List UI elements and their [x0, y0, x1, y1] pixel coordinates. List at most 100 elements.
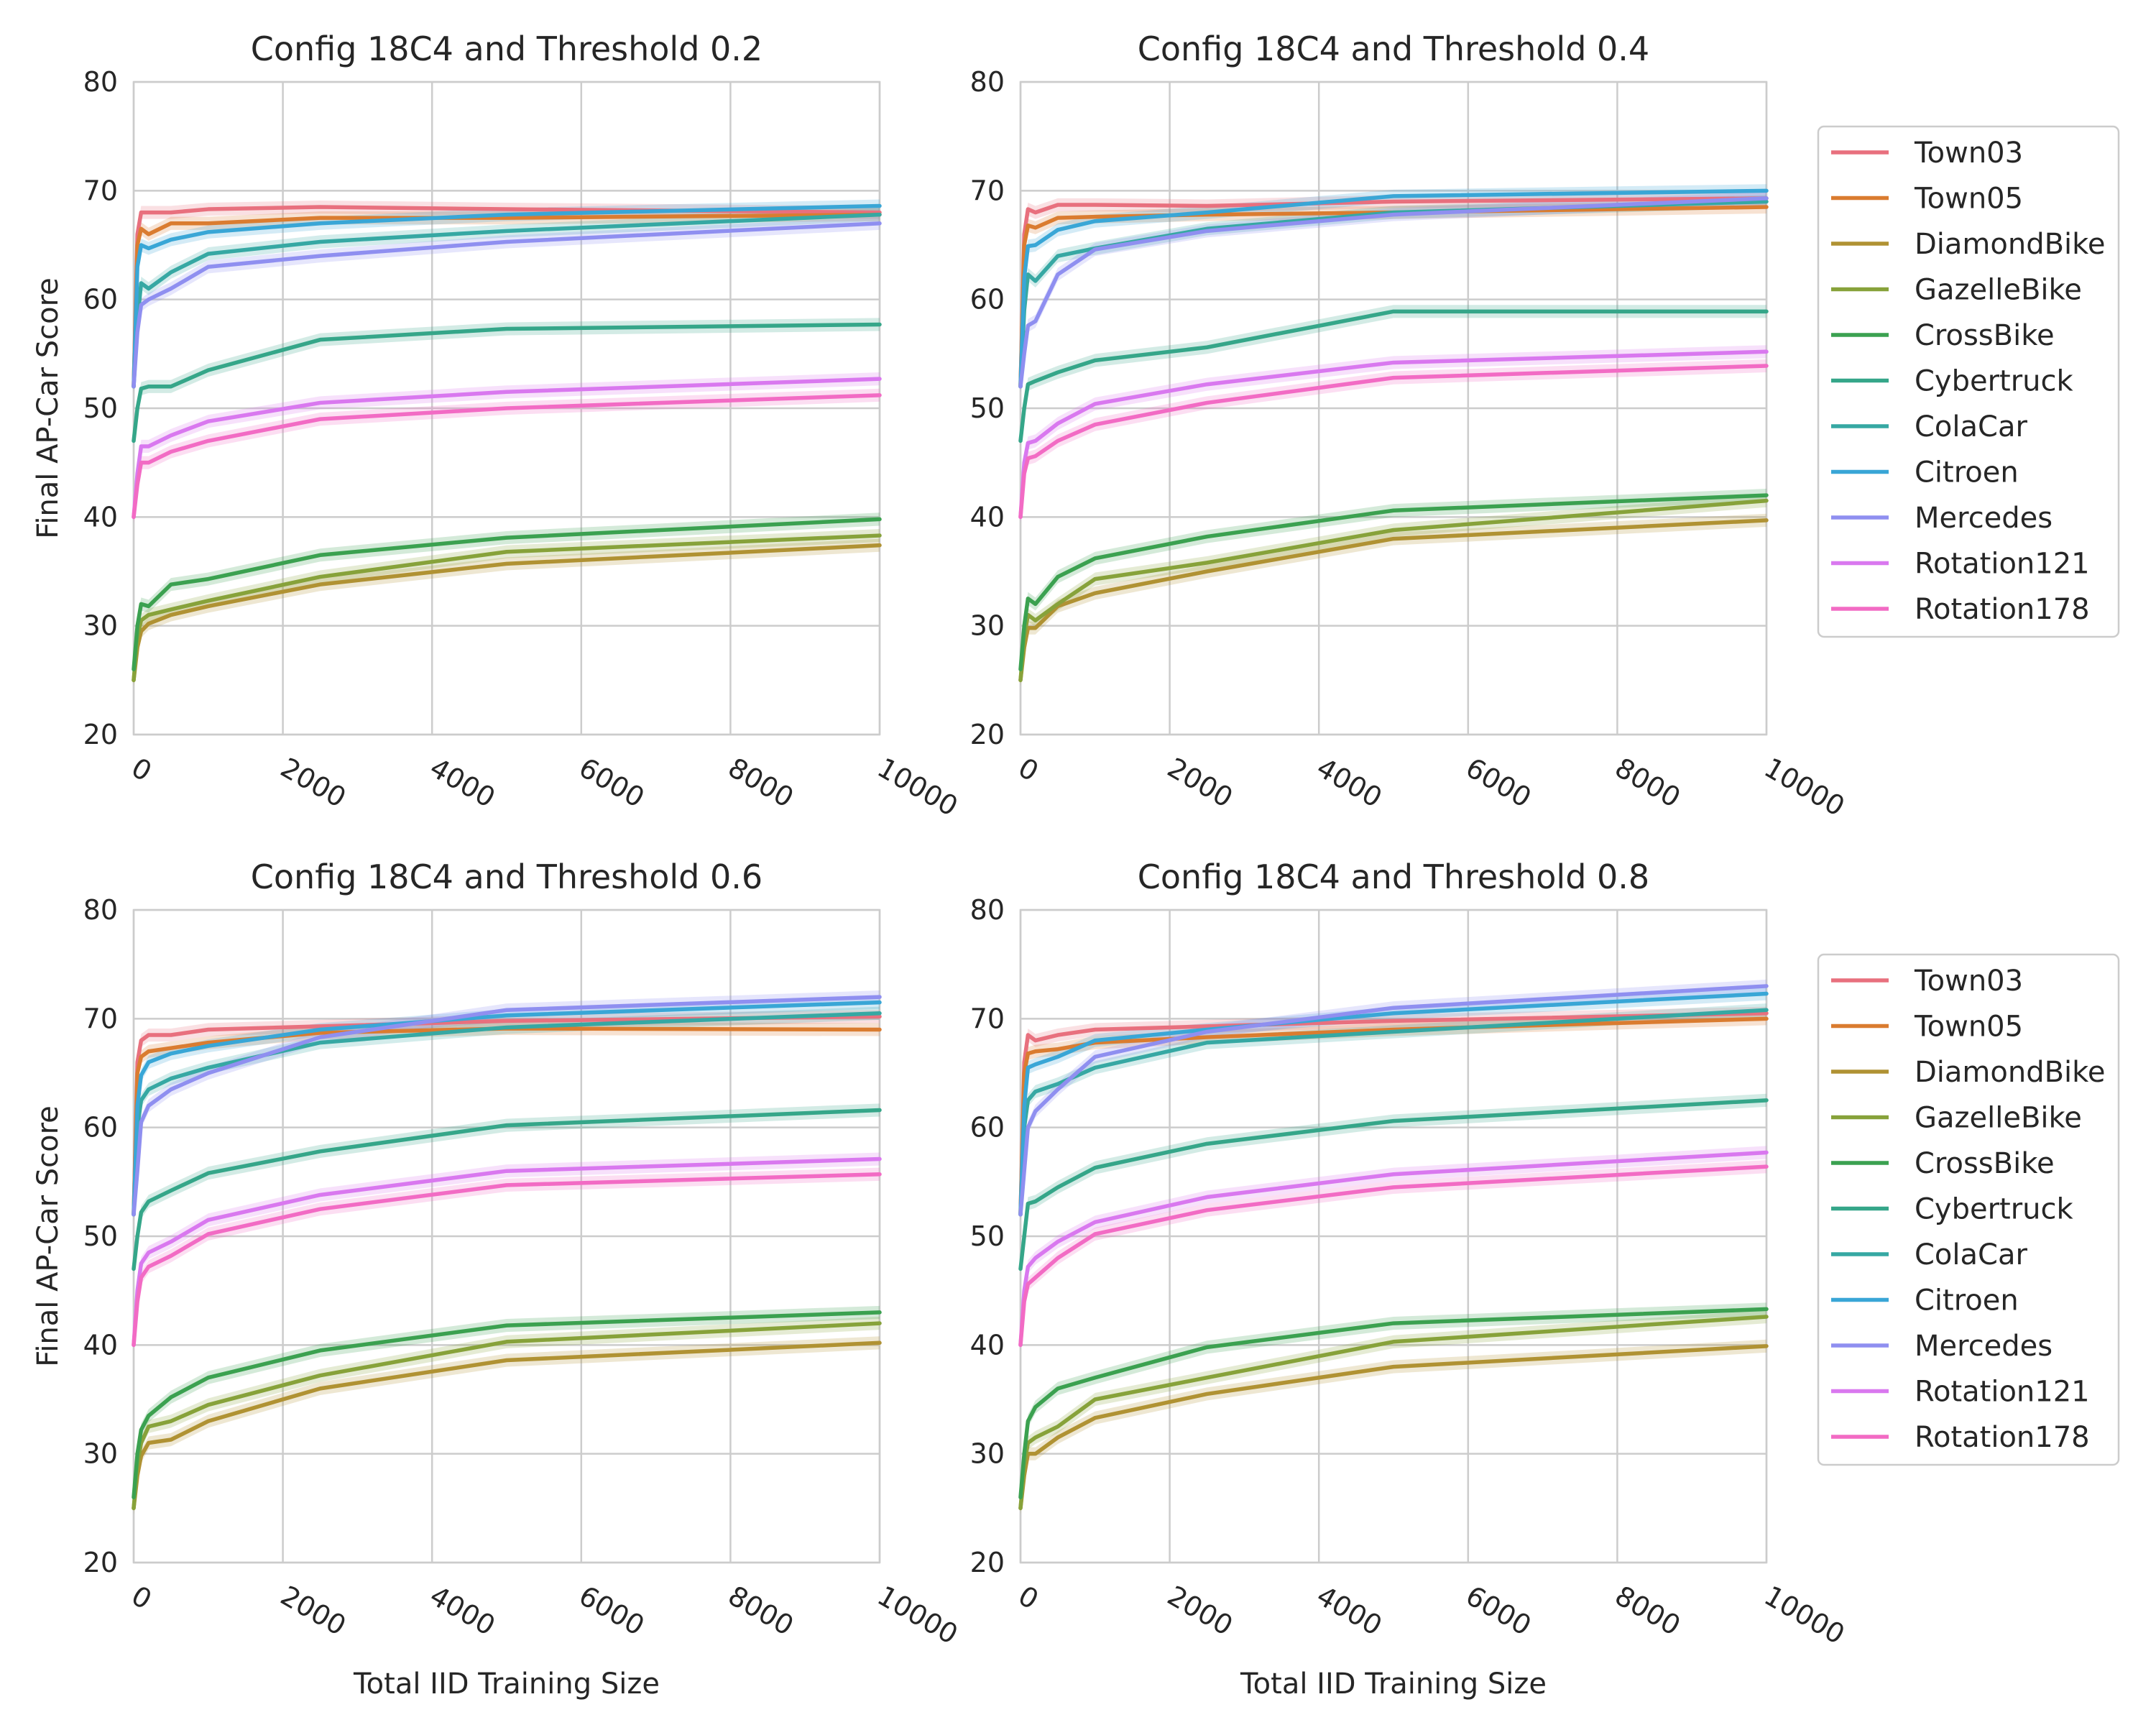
y-tick-label: 20 — [83, 1547, 118, 1578]
series-line-crossbike — [132, 1310, 882, 1499]
subplot-title: Config 18C4 and Threshold 0.4 — [1138, 29, 1649, 68]
y-tick-label: 30 — [83, 610, 118, 642]
confidence-band-mercedes — [134, 216, 880, 393]
y-tick-label: 50 — [83, 392, 118, 424]
series-line-town03 — [132, 1014, 882, 1217]
series-line-town03 — [1018, 1011, 1769, 1217]
series-line-cybertruck — [132, 322, 882, 443]
series-line-town03 — [132, 205, 882, 389]
legend-frame — [1817, 953, 2120, 1466]
confidence-band-crossbike — [1021, 1302, 1766, 1504]
confidence-band-rotation178 — [134, 388, 880, 524]
legend-label: CrossBike — [1915, 1147, 2055, 1180]
confidence-band-cybertruck — [134, 1103, 880, 1276]
legend-label: GazelleBike — [1915, 1102, 2082, 1135]
legend-label: ColaCar — [1915, 1238, 2027, 1271]
series-line-mercedes — [132, 221, 882, 389]
series-line-rotation121 — [132, 377, 882, 520]
y-tick-label: 30 — [970, 1438, 1005, 1470]
y-tick-label: 40 — [970, 1329, 1005, 1361]
confidence-band-gazellebike — [134, 528, 880, 687]
x-axis-label: Total IID Training Size — [353, 1668, 660, 1701]
legend: Town03 Town05 DiamondBike GazelleBike CrossB… — [1817, 953, 2120, 1466]
confidence-band-cybertruck — [134, 318, 880, 448]
legend-label: DiamondBike — [1915, 228, 2106, 261]
series-line-town05 — [132, 1026, 882, 1217]
series-line-citroen — [1018, 991, 1769, 1217]
series-line-cybertruck — [1018, 1098, 1769, 1271]
series-line-mercedes — [1018, 984, 1769, 1217]
legend-label: GazelleBike — [1915, 274, 2082, 307]
y-tick-label: 40 — [83, 501, 118, 533]
legend-label: Rotation178 — [1915, 1421, 2090, 1454]
y-tick-label: 50 — [83, 1220, 118, 1252]
legend-label: Mercedes — [1915, 1330, 2053, 1363]
series-line-crossbike — [132, 517, 882, 671]
confidence-band-cybertruck — [1021, 1093, 1766, 1276]
series-line-rotation121 — [1018, 349, 1769, 520]
y-tick-label: 20 — [970, 1547, 1005, 1578]
y-tick-label: 80 — [970, 894, 1005, 926]
legend-label: Town03 — [1914, 137, 2023, 170]
confidence-band-rotation178 — [1021, 359, 1766, 524]
y-tick-label: 60 — [83, 284, 118, 316]
y-tick-label: 70 — [970, 175, 1005, 206]
legend-frame — [1817, 125, 2120, 638]
legend-label: Mercedes — [1915, 502, 2053, 535]
legend-label: CrossBike — [1915, 319, 2055, 352]
series-line-town05 — [1018, 1016, 1769, 1217]
y-tick-label: 40 — [83, 1329, 118, 1361]
y-tick-label: 80 — [83, 66, 118, 98]
legend-label: Cybertruck — [1915, 365, 2074, 398]
confidence-band-diamondbike — [134, 538, 880, 687]
y-tick-label: 50 — [970, 392, 1005, 424]
confidence-band-rotation121 — [1021, 345, 1766, 524]
y-tick-label: 40 — [970, 501, 1005, 533]
series-line-rotation178 — [1018, 1164, 1769, 1348]
legend-label: Citroen — [1915, 456, 2019, 489]
legend-label: Rotation178 — [1915, 593, 2090, 626]
legend-label: Town03 — [1914, 965, 2023, 998]
series-line-citroen — [132, 203, 882, 389]
series-line-citroen — [1018, 188, 1769, 389]
confidence-band-gazellebike — [1021, 494, 1766, 687]
legend-label: Cybertruck — [1915, 1193, 2074, 1226]
x-axis-label: Total IID Training Size — [1240, 1668, 1547, 1701]
series-line-rotation178 — [1018, 364, 1769, 520]
confidence-band-rotation178 — [1021, 1160, 1766, 1352]
y-tick-label: 60 — [83, 1112, 118, 1144]
y-tick-label: 50 — [970, 1220, 1005, 1252]
series-line-rotation121 — [1018, 1150, 1769, 1348]
series-line-cybertruck — [1018, 309, 1769, 443]
legend-label: Town05 — [1914, 183, 2023, 216]
series-line-crossbike — [1018, 1307, 1769, 1499]
y-tick-label: 30 — [970, 610, 1005, 642]
legend-label: Rotation121 — [1915, 1376, 2090, 1409]
series-line-rotation178 — [132, 1172, 882, 1348]
confidence-band-crossbike — [134, 1305, 880, 1504]
series-line-mercedes — [132, 995, 882, 1217]
legend: Town03 Town05 DiamondBike GazelleBike CrossB… — [1817, 125, 2120, 638]
y-tick-label: 70 — [970, 1003, 1005, 1034]
y-axis-label: Final AP-Car Score — [32, 1105, 65, 1367]
legend-label: DiamondBike — [1915, 1056, 2106, 1089]
y-tick-label: 20 — [970, 719, 1005, 750]
legend-label: Citroen — [1915, 1284, 2019, 1317]
y-tick-label: 70 — [83, 1003, 118, 1034]
legend-label: Town05 — [1914, 1011, 2023, 1044]
legend-label: Rotation121 — [1915, 548, 2090, 581]
y-tick-label: 20 — [83, 719, 118, 750]
legend-label: ColaCar — [1915, 410, 2027, 443]
y-tick-label: 60 — [970, 284, 1005, 316]
series-line-cybertruck — [132, 1108, 882, 1271]
y-tick-label: 30 — [83, 1438, 118, 1470]
series-line-crossbike — [1018, 493, 1769, 671]
y-tick-label: 80 — [970, 66, 1005, 98]
y-tick-label: 60 — [970, 1112, 1005, 1144]
series-line-town05 — [1018, 205, 1769, 389]
confidence-band-town05 — [134, 208, 880, 393]
